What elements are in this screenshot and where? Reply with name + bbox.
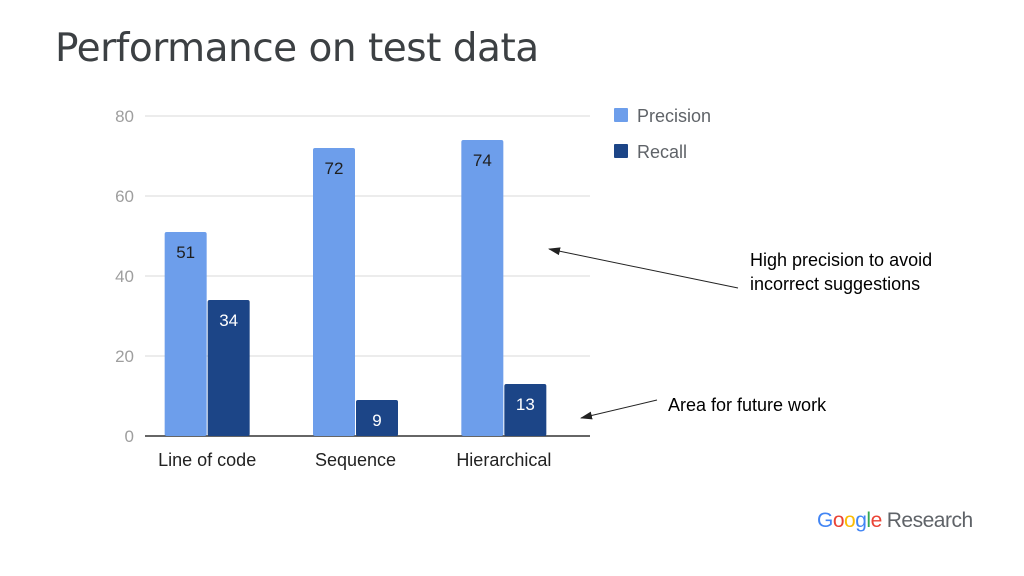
y-tick-label: 20 xyxy=(115,347,134,366)
x-tick-label: Sequence xyxy=(315,450,396,470)
data-label: 51 xyxy=(176,243,195,262)
bar-recall xyxy=(207,300,250,436)
future-work-annotation: Area for future work xyxy=(668,395,827,415)
data-label: 13 xyxy=(516,395,535,414)
bar-recall xyxy=(504,384,547,436)
data-label: 74 xyxy=(473,151,492,170)
future-work-arrow xyxy=(580,399,658,420)
legend-swatch-recall xyxy=(614,144,628,158)
bar-precision xyxy=(164,232,207,436)
y-tick-label: 40 xyxy=(115,267,134,286)
legend-label: Recall xyxy=(637,142,687,162)
bar-recall xyxy=(356,400,398,436)
precision-arrow xyxy=(548,247,739,289)
bar-precision xyxy=(313,148,355,436)
slide-title: Performance on test data xyxy=(55,26,539,71)
y-tick-label: 80 xyxy=(115,107,134,126)
data-label: 34 xyxy=(219,311,238,330)
logo-research-text: Research xyxy=(886,509,973,532)
x-tick-label: Line of code xyxy=(158,450,256,470)
bar-precision xyxy=(461,140,504,436)
google-research-logo: Google Research xyxy=(817,509,973,533)
x-tick-label: Hierarchical xyxy=(456,450,551,470)
data-label: 72 xyxy=(325,159,344,178)
legend-label: Precision xyxy=(637,106,711,126)
google-wordmark: Google xyxy=(817,509,882,532)
precision-annotation: High precision to avoid incorrect sugges… xyxy=(750,250,933,294)
legend-swatch-precision xyxy=(614,108,628,122)
data-label: 9 xyxy=(372,411,381,430)
y-tick-label: 0 xyxy=(125,427,134,446)
y-tick-label: 60 xyxy=(115,187,134,206)
